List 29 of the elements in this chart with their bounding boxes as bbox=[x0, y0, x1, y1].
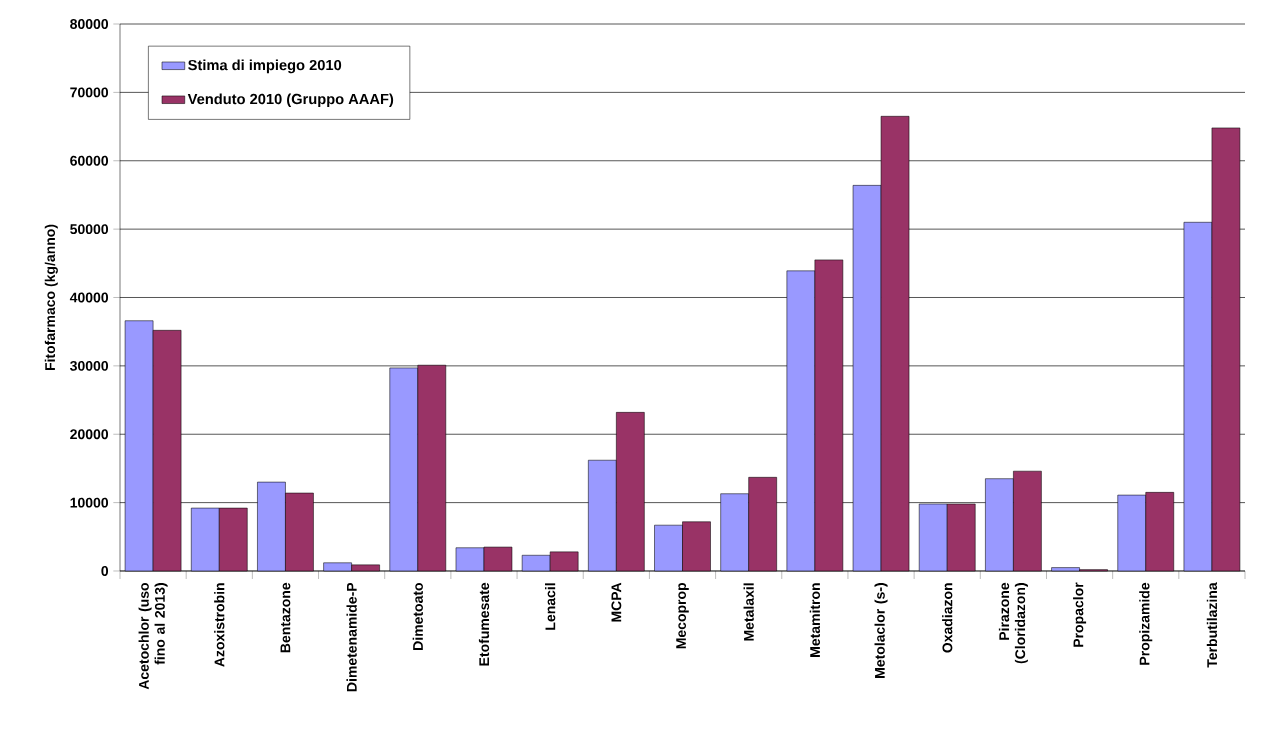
x-tick-label: Metolaclor (s-) bbox=[874, 583, 888, 678]
y-tick-label: 20000 bbox=[70, 429, 109, 440]
x-tick-label: Dimetenamide-P bbox=[346, 582, 357, 692]
x-tick-label: Pirazone (Cloridazon) bbox=[998, 582, 1028, 664]
y-tick-label: 70000 bbox=[70, 87, 109, 98]
y-tick-label: 10000 bbox=[70, 497, 109, 508]
x-tick-label: Etofumesate bbox=[478, 582, 490, 666]
legend-label: Venduto 2010 (Gruppo AAAF) bbox=[187, 93, 394, 108]
x-tick-label: Mecoprop bbox=[676, 582, 689, 649]
y-tick-label: 40000 bbox=[69, 292, 109, 303]
x-tick-label: Propaclor bbox=[1073, 582, 1087, 647]
y-tick-label: 50000 bbox=[70, 224, 109, 235]
legend-label: Stima di impiego 2010 bbox=[188, 59, 342, 74]
x-tick-label: Metalaxil bbox=[743, 583, 754, 641]
x-tick-label: Lenacil bbox=[545, 583, 556, 630]
y-tick-label: 60000 bbox=[70, 155, 109, 166]
x-tick-label: Oxadiazon bbox=[942, 583, 953, 653]
x-tick-label: Terbutilazina bbox=[1206, 582, 1218, 668]
y-tick-label: 0 bbox=[101, 566, 109, 576]
y-tick-label: 30000 bbox=[70, 360, 109, 371]
y-axis-title: Fitofarmaco (kg/anno) bbox=[44, 224, 58, 371]
x-tick-label: Propizamide bbox=[1139, 582, 1153, 665]
y-tick-label: 80000 bbox=[70, 19, 109, 29]
x-tick-label: Bentazone bbox=[280, 582, 291, 653]
x-tick-label: MCPA bbox=[611, 582, 622, 622]
x-tick-label: Acetochlor (uso fino al 2013) bbox=[138, 582, 168, 690]
x-tick-label: Azoxistrobin bbox=[214, 583, 225, 667]
x-tick-label: Metamitron bbox=[809, 583, 821, 657]
x-tick-label: Dimetoato bbox=[412, 582, 423, 650]
